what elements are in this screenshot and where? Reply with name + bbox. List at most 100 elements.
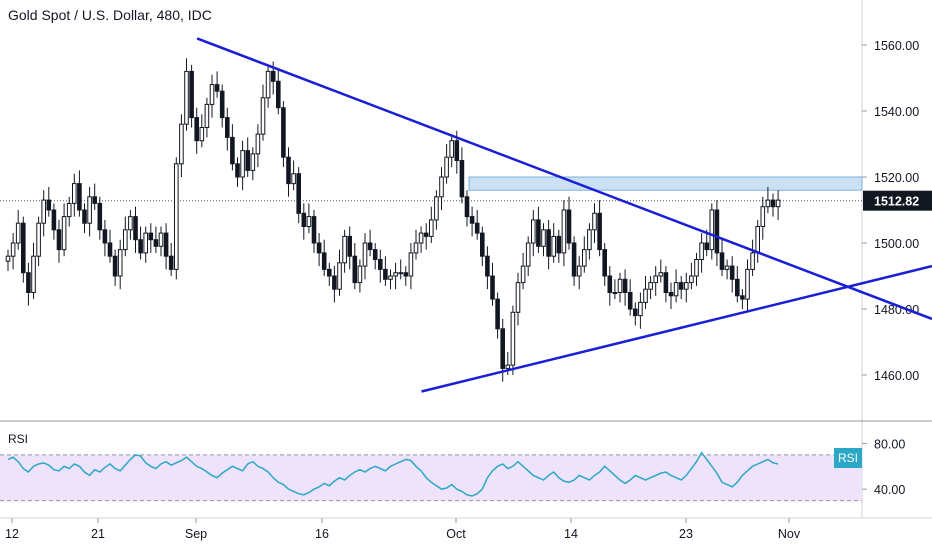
time-tick-label-1: 21 (91, 527, 105, 541)
rsi-badge-label: RSI (838, 451, 858, 465)
candle-body-137 (704, 242, 710, 251)
candle-body-94 (485, 255, 490, 277)
candle-body-133 (684, 282, 689, 290)
candle-body-28 (148, 232, 154, 241)
candle-body-108 (556, 235, 562, 254)
candle-body-67 (347, 235, 352, 257)
candle-body-57 (296, 173, 301, 214)
candle-body-117 (602, 249, 608, 277)
candle-body-65 (337, 262, 342, 290)
candle-body-148 (760, 206, 766, 227)
resistance-zone (468, 176, 863, 191)
candle-body-37 (194, 117, 199, 142)
candle-body-135 (694, 259, 699, 277)
candle-body-17 (92, 196, 98, 204)
candle-body-32 (168, 255, 174, 270)
price-tick-label-1: 1540.00 (874, 105, 919, 119)
candle-body-66 (342, 235, 347, 264)
candle-body-144 (740, 295, 745, 300)
candle-body-112 (576, 265, 582, 277)
candle-body-24 (128, 216, 133, 231)
candle-body-110 (566, 209, 572, 244)
candle-body-40 (209, 84, 215, 105)
candle-body-107 (551, 235, 557, 257)
candle-body-142 (729, 265, 735, 280)
candle-body-70 (362, 242, 368, 267)
candle-body-145 (745, 268, 750, 300)
candle-body-26 (138, 239, 143, 254)
candle-body-72 (372, 249, 378, 261)
candle-body-75 (388, 275, 393, 280)
candle-body-147 (755, 226, 761, 254)
candle-body-64 (332, 275, 337, 290)
candle-body-116 (597, 212, 602, 251)
price-tick-label-5: 1460.00 (874, 369, 919, 383)
time-tick-label-2: Sep (185, 527, 207, 541)
candle-body-5 (31, 255, 36, 294)
candle-body-52 (270, 70, 276, 82)
candle-body-127 (653, 275, 659, 284)
candle-body-11 (61, 216, 67, 251)
candle-body-33 (174, 163, 179, 270)
candle-body-10 (56, 229, 62, 251)
candle-body-102 (525, 242, 531, 267)
candle-body-90 (464, 196, 470, 218)
candle-body-74 (383, 268, 388, 280)
candle-body-120 (617, 278, 623, 293)
candle-body-69 (357, 265, 363, 284)
candle-body-49 (255, 133, 261, 155)
candle-body-12 (66, 202, 72, 218)
time-tick-label-5: 14 (564, 527, 578, 541)
trendline-resistance (196, 37, 932, 321)
trendlines (196, 37, 932, 393)
candle-body-104 (536, 219, 541, 247)
candle-body-61 (316, 242, 322, 254)
candle-body-109 (561, 209, 567, 254)
time-tick-label-4: Oct (446, 527, 466, 541)
candle-body-121 (622, 278, 628, 293)
candle-body-88 (454, 140, 460, 161)
candle-body-30 (158, 232, 164, 247)
candle-body-27 (143, 232, 148, 254)
candle-body-103 (531, 219, 536, 244)
candle-body-46 (240, 150, 245, 178)
candles (5, 58, 781, 382)
candle-body-134 (689, 275, 694, 284)
candle-body-114 (587, 229, 592, 251)
candle-body-82 (423, 232, 429, 237)
candle-body-150 (770, 199, 776, 208)
candle-body-91 (469, 216, 475, 224)
candle-body-2 (15, 222, 21, 244)
candle-body-62 (321, 252, 327, 270)
price-axis: 1560.00 1540.00 1520.00 1500.00 1480.00 1460.… (862, 39, 919, 383)
zone-layer (468, 176, 863, 191)
candle-body-14 (77, 183, 82, 211)
candle-body-139 (714, 209, 720, 254)
candle-body-122 (627, 292, 633, 310)
time-axis: 12 21 Sep 16 Oct 14 23 Nov (5, 518, 801, 541)
candle-body-136 (699, 242, 704, 260)
last-price-badge (863, 190, 932, 211)
candle-body-42 (219, 90, 225, 119)
candle-body-141 (724, 265, 730, 270)
candle-body-77 (398, 272, 403, 275)
candle-body-129 (663, 272, 669, 294)
candle-body-68 (352, 255, 358, 284)
candle-body-140 (719, 252, 725, 270)
time-tick-label-3: 16 (315, 527, 329, 541)
candle-body-15 (82, 209, 87, 224)
candle-body-93 (480, 232, 485, 257)
rsi-tick-label-0: 80.00 (874, 437, 905, 451)
candle-body-47 (245, 150, 250, 171)
candle-body-7 (41, 199, 47, 224)
candle-body-55 (286, 156, 291, 185)
candle-body-29 (153, 239, 159, 247)
time-tick-label-0: 12 (5, 527, 19, 541)
candle-body-84 (434, 196, 439, 221)
candle-body-45 (235, 163, 240, 178)
price-tick-label-4: 1480.00 (874, 303, 919, 317)
rsi-line (7, 451, 779, 497)
candle-body-85 (439, 176, 444, 198)
candle-body-119 (612, 292, 618, 294)
